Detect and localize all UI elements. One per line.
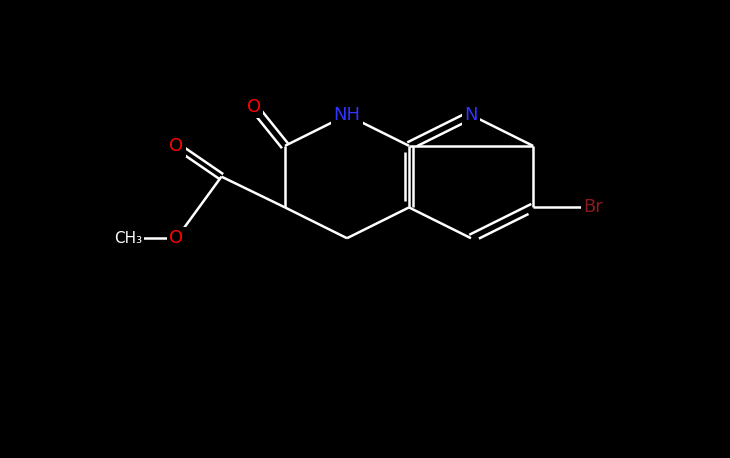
Text: NH: NH xyxy=(334,106,361,124)
Text: N: N xyxy=(464,106,477,124)
Text: O: O xyxy=(169,137,183,155)
Text: CH₃: CH₃ xyxy=(115,231,142,246)
Text: O: O xyxy=(169,229,183,247)
Text: O: O xyxy=(247,98,261,116)
Text: Br: Br xyxy=(583,198,603,217)
